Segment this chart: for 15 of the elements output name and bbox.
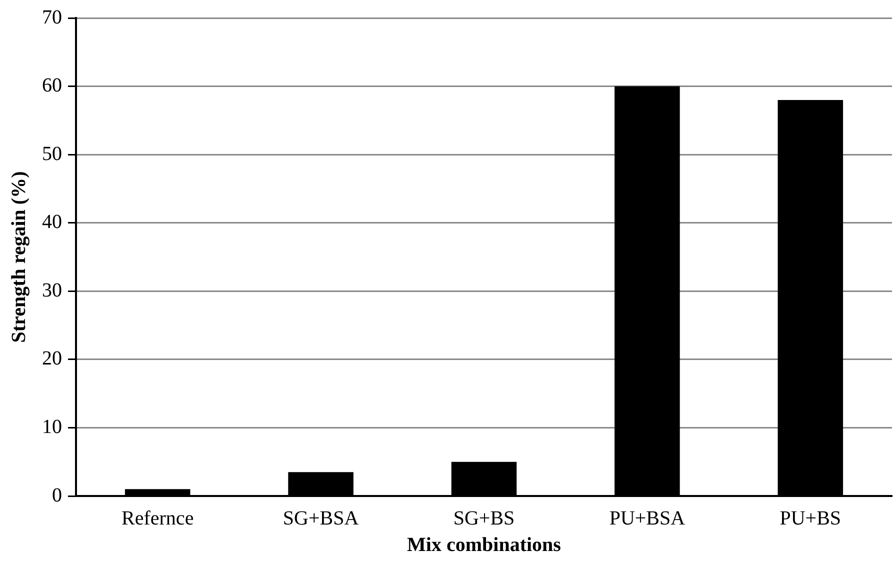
y-tick-label: 60 — [42, 74, 62, 97]
x-tick-label: SG+BS — [453, 507, 515, 530]
y-tick-label: 20 — [42, 348, 62, 370]
y-tick-label: 50 — [42, 142, 62, 165]
x-tick-label: SG+BSA — [282, 507, 360, 530]
y-tick-label: 30 — [42, 279, 62, 302]
y-tick-label: 40 — [42, 211, 62, 234]
x-tick-label: Refernce — [122, 507, 194, 530]
y-tick-label: 10 — [42, 416, 62, 438]
y-axis-title: Strength regain (%) — [8, 171, 30, 343]
y-tick-label: 0 — [52, 484, 62, 506]
x-tick-label: PU+BSA — [609, 507, 686, 530]
y-tick-label: 70 — [42, 6, 62, 28]
x-axis-title: Mix combinations — [407, 534, 562, 556]
x-tick-label: PU+BS — [780, 507, 842, 530]
